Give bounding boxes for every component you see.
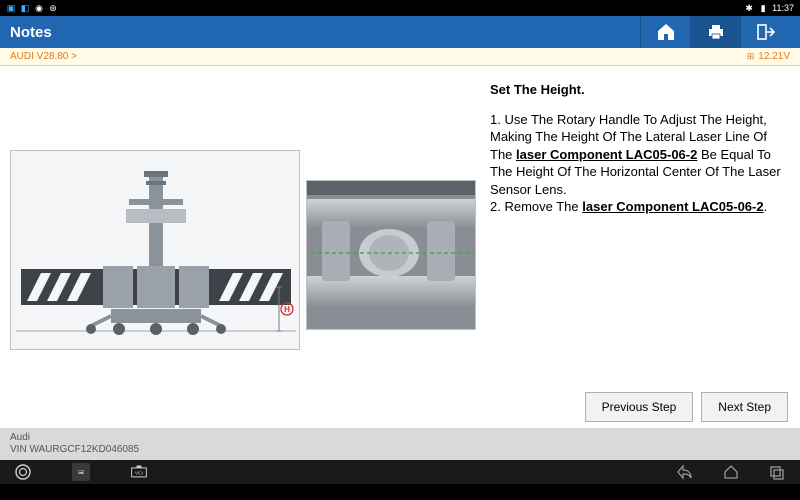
page-title: Notes <box>10 24 52 41</box>
clock: 11:37 <box>772 3 794 13</box>
browser-icon[interactable] <box>14 463 32 481</box>
component-link[interactable]: laser Component LAC05-06-2 <box>516 147 697 162</box>
vci-icon[interactable]: VCI <box>130 463 148 481</box>
breadcrumb: AUDI V28.80 > <box>10 51 77 62</box>
component-link[interactable]: laser Component LAC05-06-2 <box>582 199 763 214</box>
battery-voltage: 12.21V <box>758 51 790 62</box>
instruction-step-1: 1. Use The Rotary Handle To Adjust The H… <box>490 111 785 199</box>
svg-text:H: H <box>284 305 290 314</box>
home-button[interactable] <box>640 16 690 48</box>
status-icon: ◧ <box>20 3 30 13</box>
exit-button[interactable] <box>740 16 790 48</box>
print-button[interactable] <box>690 16 740 48</box>
previous-step-button[interactable]: Previous Step <box>585 392 694 422</box>
vehicle-vin: VIN WAURGCF12KD046085 <box>10 444 790 456</box>
home-icon[interactable] <box>722 463 740 481</box>
vehicle-make: Audi <box>10 432 790 444</box>
bluetooth-icon: ✱ <box>744 3 754 13</box>
battery-icon: ▮ <box>758 3 768 13</box>
status-icon: ▣ <box>6 3 16 13</box>
gallery-icon[interactable] <box>72 463 90 481</box>
recent-apps-icon[interactable] <box>768 463 786 481</box>
vehicle-info-bar: Audi VIN WAURGCF12KD046085 <box>0 428 800 460</box>
breadcrumb-bar: AUDI V28.80 > ⊞ 12.21V <box>0 48 800 66</box>
main-content: H <box>0 66 800 434</box>
soft-key-bar <box>0 484 800 500</box>
next-step-button[interactable]: Next Step <box>701 392 788 422</box>
status-icon: ⊛ <box>48 3 58 13</box>
instruction-panel: Set The Height. 1. Use The Rotary Handle… <box>490 76 790 424</box>
svg-text:VCI: VCI <box>135 470 143 476</box>
instruction-title: Set The Height. <box>490 81 785 99</box>
diagram-column: H <box>10 76 480 424</box>
android-status-bar: ▣ ◧ ◉ ⊛ ✱ ▮ 11:37 <box>0 0 800 16</box>
app-toolbar: VCI <box>0 460 800 484</box>
battery-voltage-icon: ⊞ <box>747 51 755 62</box>
app-header: Notes <box>0 16 800 48</box>
sensor-closeup-diagram <box>306 180 476 330</box>
back-icon[interactable] <box>676 463 694 481</box>
calibration-rig-diagram: H <box>10 150 300 350</box>
instruction-step-2: 2. Remove The laser Component LAC05-06-2… <box>490 198 785 216</box>
status-icon: ◉ <box>34 3 44 13</box>
